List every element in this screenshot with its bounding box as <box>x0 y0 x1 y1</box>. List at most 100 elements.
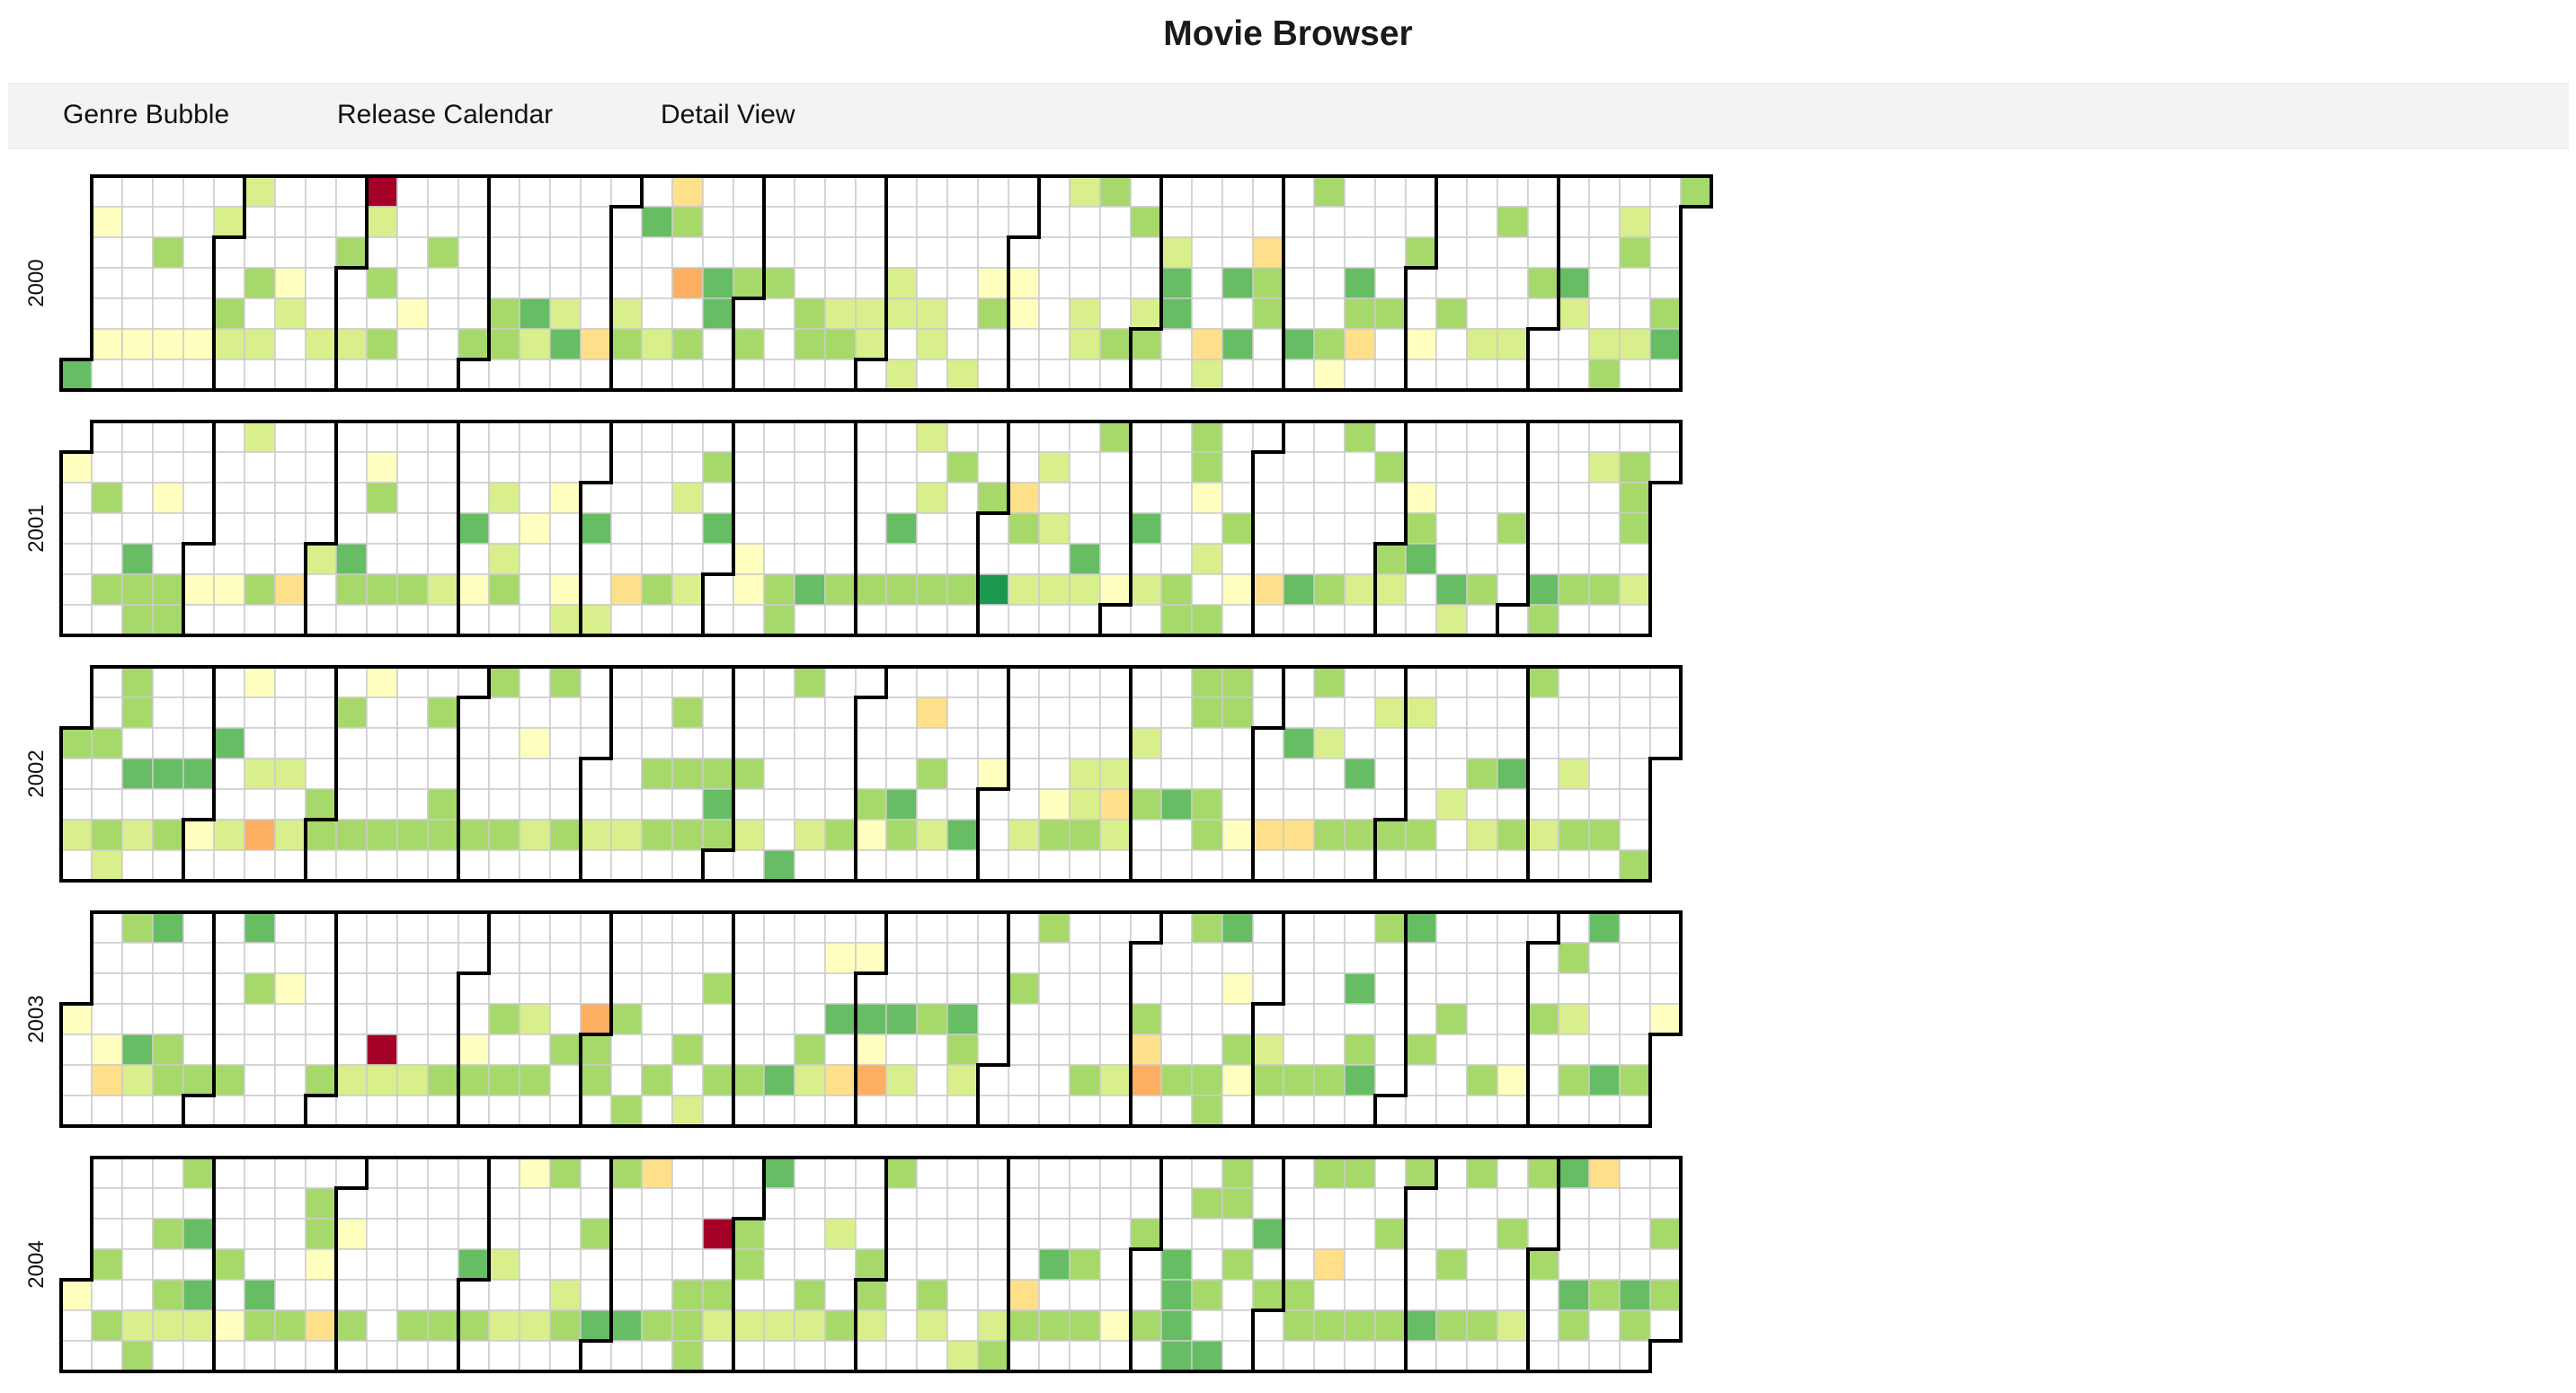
day-cell[interactable] <box>91 727 123 759</box>
day-cell[interactable] <box>1649 727 1682 759</box>
day-cell[interactable] <box>549 942 582 974</box>
day-cell[interactable] <box>1099 1248 1132 1281</box>
day-cell[interactable] <box>641 1187 673 1220</box>
day-cell[interactable] <box>885 1218 918 1250</box>
day-cell[interactable] <box>946 1095 979 1127</box>
day-cell[interactable] <box>152 543 184 575</box>
day-cell[interactable] <box>1619 1095 1651 1127</box>
day-cell[interactable] <box>366 236 398 269</box>
day-cell[interactable] <box>580 451 612 484</box>
day-cell[interactable] <box>1283 1187 1315 1220</box>
day-cell[interactable] <box>335 543 368 575</box>
day-cell[interactable] <box>121 1309 154 1342</box>
day-cell[interactable] <box>580 911 612 944</box>
day-cell[interactable] <box>1069 236 1101 269</box>
day-cell[interactable] <box>182 1340 215 1372</box>
day-cell[interactable] <box>794 788 826 821</box>
day-cell[interactable] <box>121 421 154 453</box>
day-cell[interactable] <box>671 1064 704 1096</box>
day-cell[interactable] <box>121 696 154 729</box>
day-cell[interactable] <box>1527 1064 1559 1096</box>
day-cell[interactable] <box>977 1157 1009 1189</box>
day-cell[interactable] <box>121 1064 154 1096</box>
day-cell[interactable] <box>457 451 490 484</box>
day-cell[interactable] <box>60 1034 93 1066</box>
day-cell[interactable] <box>182 696 215 729</box>
day-cell[interactable] <box>213 942 245 974</box>
day-cell[interactable] <box>885 1187 918 1220</box>
day-cell[interactable] <box>763 1340 795 1372</box>
day-cell[interactable] <box>366 1309 398 1342</box>
day-cell[interactable] <box>733 297 765 330</box>
day-cell[interactable] <box>1405 819 1437 851</box>
day-cell[interactable] <box>824 696 857 729</box>
day-cell[interactable] <box>1405 696 1437 729</box>
day-cell[interactable] <box>733 1248 765 1281</box>
day-cell[interactable] <box>1619 328 1651 360</box>
day-cell[interactable] <box>641 1279 673 1311</box>
day-cell[interactable] <box>610 236 643 269</box>
day-cell[interactable] <box>1130 1003 1162 1035</box>
day-cell[interactable] <box>1405 604 1437 636</box>
day-cell[interactable] <box>1130 451 1162 484</box>
day-cell[interactable] <box>1466 1340 1498 1372</box>
day-cell[interactable] <box>213 175 245 208</box>
day-cell[interactable] <box>1283 666 1315 698</box>
day-cell[interactable] <box>855 1064 887 1096</box>
day-cell[interactable] <box>763 297 795 330</box>
day-cell[interactable] <box>91 573 123 606</box>
day-cell[interactable] <box>1374 267 1407 299</box>
day-cell[interactable] <box>1558 1340 1590 1372</box>
day-cell[interactable] <box>1527 758 1559 790</box>
day-cell[interactable] <box>335 1187 368 1220</box>
day-cell[interactable] <box>549 482 582 514</box>
day-cell[interactable] <box>1069 1187 1101 1220</box>
day-cell[interactable] <box>1527 1003 1559 1035</box>
day-cell[interactable] <box>1038 573 1070 606</box>
day-cell[interactable] <box>1038 604 1070 636</box>
day-cell[interactable] <box>1497 942 1529 974</box>
day-cell[interactable] <box>91 482 123 514</box>
day-cell[interactable] <box>1374 512 1407 545</box>
day-cell[interactable] <box>121 543 154 575</box>
day-cell[interactable] <box>1283 1003 1315 1035</box>
day-cell[interactable] <box>1435 1157 1468 1189</box>
day-cell[interactable] <box>549 1218 582 1250</box>
day-cell[interactable] <box>519 328 551 360</box>
day-cell[interactable] <box>274 1003 306 1035</box>
day-cell[interactable] <box>1649 175 1682 208</box>
day-cell[interactable] <box>1283 1340 1315 1372</box>
day-cell[interactable] <box>641 727 673 759</box>
day-cell[interactable] <box>671 1157 704 1189</box>
day-cell[interactable] <box>1191 1187 1223 1220</box>
day-cell[interactable] <box>763 1187 795 1220</box>
day-cell[interactable] <box>1374 206 1407 238</box>
day-cell[interactable] <box>213 297 245 330</box>
day-cell[interactable] <box>1099 297 1132 330</box>
day-cell[interactable] <box>1344 911 1376 944</box>
day-cell[interactable] <box>1405 1095 1437 1127</box>
day-cell[interactable] <box>274 758 306 790</box>
day-cell[interactable] <box>1558 206 1590 238</box>
day-cell[interactable] <box>702 849 734 882</box>
day-cell[interactable] <box>855 758 887 790</box>
day-cell[interactable] <box>1008 543 1040 575</box>
day-cell[interactable] <box>855 297 887 330</box>
nav-detail-view[interactable]: Detail View <box>661 100 795 129</box>
day-cell[interactable] <box>152 206 184 238</box>
day-cell[interactable] <box>671 1218 704 1250</box>
day-cell[interactable] <box>1344 1064 1376 1096</box>
day-cell[interactable] <box>1283 727 1315 759</box>
day-cell[interactable] <box>1649 328 1682 360</box>
day-cell[interactable] <box>427 297 459 330</box>
day-cell[interactable] <box>671 421 704 453</box>
day-cell[interactable] <box>1283 1095 1315 1127</box>
day-cell[interactable] <box>580 666 612 698</box>
day-cell[interactable] <box>794 758 826 790</box>
day-cell[interactable] <box>1313 1034 1346 1066</box>
day-cell[interactable] <box>60 359 93 391</box>
day-cell[interactable] <box>916 267 948 299</box>
day-cell[interactable] <box>1497 236 1529 269</box>
day-cell[interactable] <box>1313 1003 1346 1035</box>
day-cell[interactable] <box>366 328 398 360</box>
